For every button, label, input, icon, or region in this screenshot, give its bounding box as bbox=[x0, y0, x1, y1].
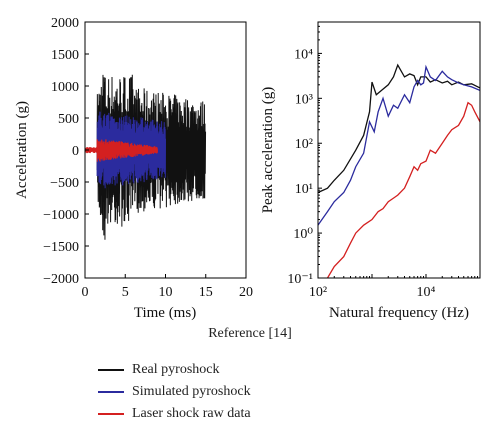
legend-label-simulated: Simulated pyroshock bbox=[132, 384, 251, 399]
series-real-pyroshock-srs bbox=[318, 63, 480, 194]
legend-item-simulated: Simulated pyroshock bbox=[98, 381, 251, 403]
right-ytick-label: 10⁻¹ bbox=[287, 272, 313, 287]
legend-item-real: Real pyroshock bbox=[98, 359, 251, 381]
left-ytick-label: 1000 bbox=[51, 80, 79, 95]
legend-swatch-laser bbox=[98, 413, 124, 415]
left-ytick-label: −1500 bbox=[43, 240, 79, 255]
left-ytick-label: 500 bbox=[58, 112, 79, 127]
left-xtick-label: 20 bbox=[239, 285, 253, 300]
left-plot-series bbox=[84, 74, 207, 240]
legend: Real pyroshock Simulated pyroshock Laser… bbox=[98, 359, 251, 425]
right-xlabel: Natural frequency (Hz) bbox=[329, 305, 469, 321]
left-ytick-label: 0 bbox=[72, 144, 79, 159]
right-axes-frame bbox=[317, 21, 481, 279]
right-ylabel: Peak acceleration (g) bbox=[260, 87, 276, 214]
shock-response-spectrum-chart: 10² 10⁴ 10⁴ 10³ 10² 10¹ 10⁰ 10⁻¹ Natural freque… bbox=[260, 21, 481, 321]
right-ticks: 10² 10⁴ 10⁴ 10³ 10² 10¹ 10⁰ 10⁻¹ bbox=[287, 21, 479, 300]
left-ylabel: Acceleration (g) bbox=[14, 101, 30, 199]
right-ytick-label: 10³ bbox=[295, 92, 313, 107]
left-ytick-label: 1500 bbox=[51, 48, 79, 63]
time-history-chart: 0 5 10 15 20 2000 1500 1000 500 0 −500 −1000 −1500 −2… bbox=[14, 16, 253, 321]
left-xlabel: Time (ms) bbox=[134, 305, 196, 321]
left-ytick-label: −2000 bbox=[43, 272, 79, 287]
figure-caption: Reference [14] bbox=[208, 326, 292, 341]
left-ytick-label: 2000 bbox=[51, 16, 79, 31]
left-ytick-label: −1000 bbox=[43, 208, 79, 223]
right-plot-series bbox=[318, 63, 480, 278]
right-xtick-label: 10² bbox=[309, 285, 327, 300]
left-ticks: 0 5 10 15 20 2000 1500 1000 500 0 −500 −1000 −1500 −2… bbox=[43, 16, 253, 300]
right-ytick-label: 10⁴ bbox=[294, 47, 313, 62]
right-xtick-label: 10⁴ bbox=[417, 285, 436, 300]
right-ytick-label: 10⁰ bbox=[293, 227, 313, 242]
legend-swatch-simulated bbox=[98, 391, 124, 393]
series-laser-shock-srs bbox=[326, 101, 480, 278]
right-ytick-label: 10¹ bbox=[295, 182, 313, 197]
legend-item-laser: Laser shock raw data bbox=[98, 403, 251, 425]
right-ytick-label: 10² bbox=[295, 137, 313, 152]
legend-swatch-real bbox=[98, 369, 124, 371]
left-xtick-label: 10 bbox=[159, 285, 173, 300]
left-xtick-label: 0 bbox=[82, 285, 89, 300]
series-simulated-pyroshock-srs bbox=[318, 64, 480, 226]
left-xtick-label: 5 bbox=[122, 285, 129, 300]
left-xtick-label: 15 bbox=[199, 285, 213, 300]
series-laser-shock-time bbox=[84, 139, 158, 162]
left-ytick-label: −500 bbox=[50, 176, 79, 191]
legend-label-real: Real pyroshock bbox=[132, 362, 220, 377]
legend-label-laser: Laser shock raw data bbox=[132, 406, 251, 421]
